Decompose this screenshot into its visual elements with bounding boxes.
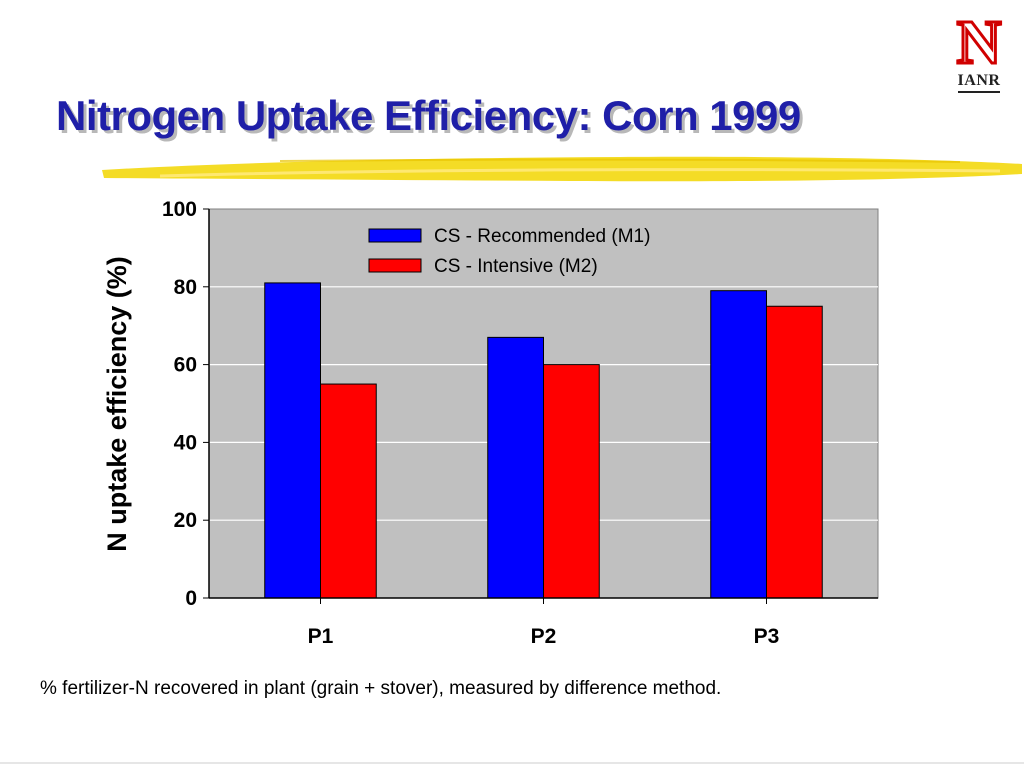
bar-p1-series-1	[264, 282, 321, 599]
footnote: % fertilizer-N recovered in plant (grain…	[40, 678, 722, 699]
legend-swatch-m2	[368, 258, 422, 273]
y-tick-label: 80	[174, 276, 197, 299]
logo-underline	[958, 91, 1000, 93]
y-tick-label: 20	[174, 509, 197, 532]
legend: CS - Recommended (M1) CS - Intensive (M2…	[368, 226, 650, 277]
x-category-label: P3	[754, 625, 780, 648]
ianr-logo: N IANR	[944, 9, 1014, 94]
bar-p2-series-2	[543, 364, 600, 599]
highlighter-streak	[279, 158, 961, 163]
bar-p1-series-2	[320, 383, 377, 599]
highlighter-stroke	[102, 156, 1022, 182]
legend-label-m1: CS - Recommended (M1)	[434, 226, 650, 247]
y-tick-label: 40	[174, 431, 197, 454]
logo-text: IANR	[957, 72, 1001, 89]
bar-p3-series-1	[710, 290, 767, 599]
y-tick-label: 0	[185, 587, 197, 610]
logo-n-mark: N	[955, 9, 1003, 77]
y-axis-title: N uptake efficiency (%)	[102, 256, 132, 552]
y-tick-label: 60	[174, 354, 197, 377]
bottom-divider	[0, 762, 1024, 764]
bars	[264, 282, 823, 599]
legend-label-m2: CS - Intensive (M2)	[434, 256, 598, 277]
x-category-label: P1	[308, 625, 334, 648]
x-category-label: P2	[531, 625, 557, 648]
axes: 0 20 40 60 80 100 P1 P2 P3	[162, 198, 878, 648]
legend-swatch-m1	[368, 228, 422, 243]
slide-title: Nitrogen Uptake Efficiency: Corn 1999	[56, 92, 801, 139]
bar-p3-series-2	[766, 305, 823, 599]
y-tick-label: 100	[162, 198, 197, 221]
highlighter-streak	[159, 168, 1001, 178]
bar-p2-series-1	[487, 336, 544, 599]
